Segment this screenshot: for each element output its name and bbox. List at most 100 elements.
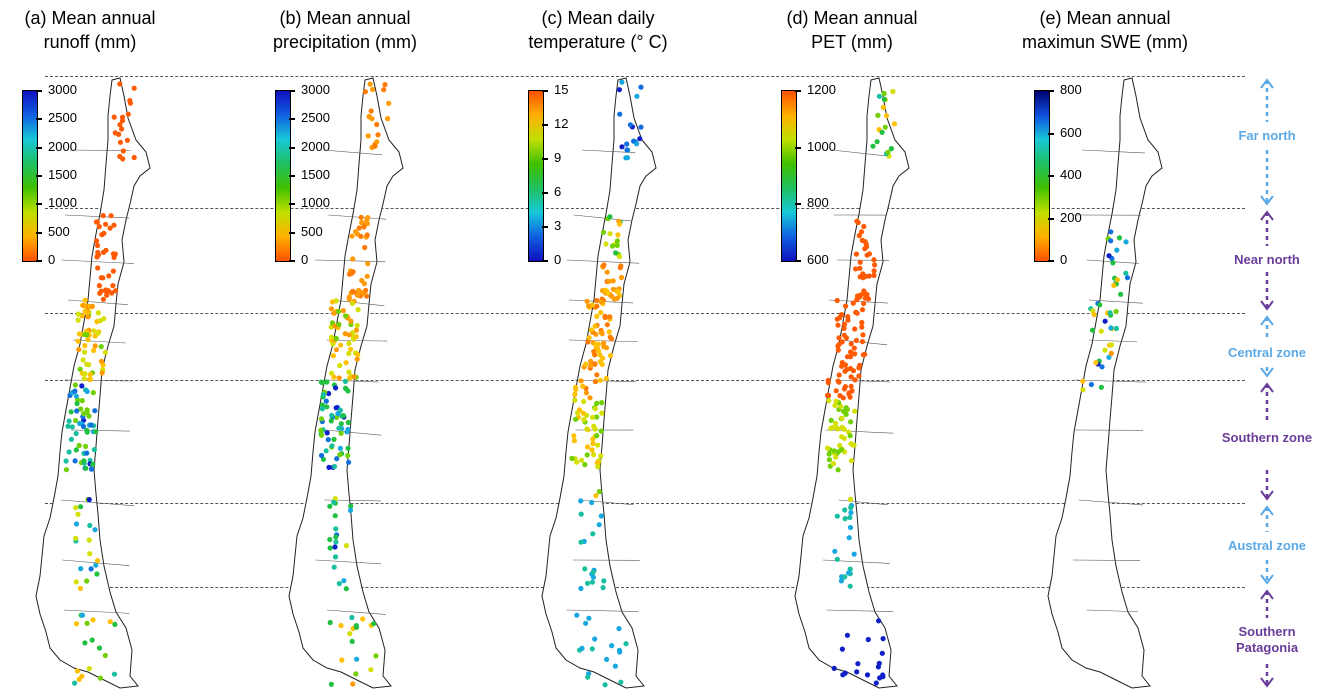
station-marker (94, 319, 100, 325)
station-marker (348, 318, 354, 324)
station-marker (103, 221, 109, 227)
station-marker (844, 632, 850, 638)
panel-title-b: (b) Mean annual precipitation (mm) (272, 8, 418, 52)
station-marker (349, 638, 355, 645)
station-marker (825, 377, 831, 383)
region-border (578, 499, 634, 506)
station-marker (91, 328, 97, 334)
station-marker (72, 458, 78, 464)
station-marker (333, 526, 339, 532)
station-marker (373, 653, 379, 659)
station-marker (592, 378, 599, 385)
station-marker (84, 332, 90, 338)
station-marker (84, 407, 90, 413)
station-marker (111, 222, 117, 228)
station-marker (343, 313, 349, 319)
station-marker (571, 438, 577, 444)
station-marker (350, 681, 356, 687)
station-marker (99, 370, 105, 376)
station-marker (1110, 260, 1116, 266)
station-marker (835, 426, 841, 432)
station-marker (354, 656, 360, 662)
station-marker (125, 111, 131, 117)
station-marker (588, 358, 594, 364)
station-marker (590, 440, 596, 447)
station-marker (594, 313, 600, 319)
colorbar-tick-label: 1000 (48, 195, 77, 211)
station-marker (1124, 275, 1131, 281)
station-marker (359, 220, 365, 226)
station-marker (872, 262, 878, 268)
station-marker (579, 457, 585, 463)
station-marker (590, 452, 597, 458)
station-marker (75, 311, 81, 317)
station-marker (93, 562, 99, 568)
arrowhead-icon (1260, 210, 1274, 221)
station-marker (78, 406, 84, 412)
station-marker (91, 347, 97, 353)
station-marker (66, 418, 72, 424)
station-marker (890, 88, 896, 95)
station-marker (111, 114, 117, 120)
station-marker (847, 514, 853, 521)
station-marker (343, 360, 349, 366)
station-marker (358, 214, 364, 220)
station-marker (614, 295, 620, 301)
station-marker (594, 433, 600, 439)
station-marker (847, 583, 853, 589)
swe-map (1047, 77, 1163, 689)
zone-boundary-1 (45, 76, 1245, 77)
station-marker (864, 252, 870, 258)
colorbar-tick-label: 0 (48, 252, 56, 267)
station-marker (1111, 282, 1117, 288)
station-marker (1099, 364, 1105, 370)
station-marker (345, 419, 351, 426)
station-marker (320, 392, 326, 398)
station-marker (77, 585, 83, 592)
colorbar-tick-label: 3 (554, 218, 562, 233)
station-marker (589, 579, 595, 585)
station-marker (73, 579, 79, 585)
station-marker (838, 447, 844, 453)
station-marker (324, 404, 330, 410)
colorbar-tickmark (542, 260, 548, 262)
station-marker (835, 467, 841, 473)
colorbar-tick-label: 800 (807, 195, 829, 211)
station-marker (593, 493, 599, 499)
station-marker (852, 351, 858, 357)
station-marker (331, 374, 337, 380)
station-marker (854, 669, 860, 675)
station-marker (354, 322, 360, 329)
region-border (838, 499, 889, 506)
station-marker (336, 581, 342, 587)
station-marker (343, 385, 349, 391)
station-marker (94, 571, 100, 577)
station-marker (333, 385, 339, 391)
station-marker (85, 337, 91, 343)
station-marker (597, 377, 603, 383)
station-marker (588, 362, 594, 368)
station-marker (338, 342, 344, 348)
colorbar-tickmark (542, 192, 548, 194)
station-marker (1106, 354, 1112, 360)
station-marker (881, 90, 887, 97)
station-marker (578, 511, 584, 517)
station-marker (844, 406, 850, 412)
station-marker (841, 325, 847, 331)
station-marker (109, 290, 115, 296)
station-marker (833, 388, 839, 394)
region-border (835, 379, 891, 383)
station-marker (331, 310, 337, 316)
station-marker (131, 85, 137, 91)
station-marker (73, 621, 80, 627)
colorbar-tickmark (795, 260, 801, 262)
station-marker (340, 413, 347, 419)
station-marker (76, 442, 82, 449)
region-border (71, 429, 130, 432)
station-marker (72, 382, 78, 388)
station-marker (579, 645, 585, 652)
station-marker (842, 670, 848, 676)
colorbar-tick-label: 200 (1060, 209, 1082, 225)
station-marker (355, 292, 361, 298)
